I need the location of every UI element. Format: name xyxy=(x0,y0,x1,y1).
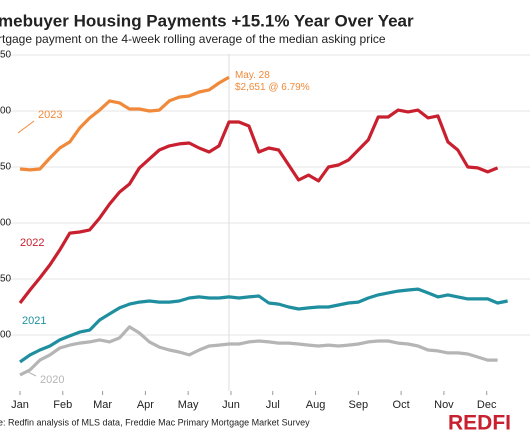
chart-title: mebuyer Housing Payments +15.1% Year Ove… xyxy=(0,11,414,30)
series-label: 2022 xyxy=(20,237,44,249)
annotation-text: $2,651 @ 6.79% xyxy=(235,82,310,93)
y-tick-label: 00 xyxy=(0,330,12,341)
y-tick-label: 50 xyxy=(0,274,12,285)
y-tick-label: 00 xyxy=(0,106,12,117)
source-note: e: Redfin analysis of MLS data, Freddie … xyxy=(0,417,310,427)
chart-subtitle: rtgage payment on the 4-week rolling ave… xyxy=(0,32,386,46)
x-tick-label: Jan xyxy=(11,399,29,411)
y-tick-label: 50 xyxy=(0,162,12,173)
x-tick-label: May xyxy=(178,399,199,411)
x-tick-label: Oct xyxy=(393,399,410,411)
leader-line xyxy=(17,120,35,134)
x-tick-label: Jul xyxy=(266,399,280,411)
series-label: 2023 xyxy=(38,109,62,121)
x-tick-label: Mar xyxy=(93,399,112,411)
series-line xyxy=(18,108,499,304)
series-line xyxy=(19,75,230,172)
x-tick-label: Feb xyxy=(53,399,72,411)
x-tick-label: Nov xyxy=(434,399,454,411)
series-label: 2021 xyxy=(22,315,46,327)
series-line xyxy=(19,325,498,377)
annotation-date: May. 28 xyxy=(235,70,270,81)
leader-line xyxy=(27,371,37,377)
y-tick-label: 50 xyxy=(0,50,12,61)
series-label: 2020 xyxy=(40,374,64,386)
x-tick-label: Apr xyxy=(137,399,154,411)
y-tick-label: 00 xyxy=(0,218,12,229)
x-tick-label: Dec xyxy=(477,399,497,411)
series-line xyxy=(19,287,508,364)
logo: REDFI xyxy=(448,412,511,435)
x-tick-label: Jun xyxy=(222,399,240,411)
x-tick-label: Aug xyxy=(306,399,326,411)
x-tick-label: Sep xyxy=(349,399,369,411)
